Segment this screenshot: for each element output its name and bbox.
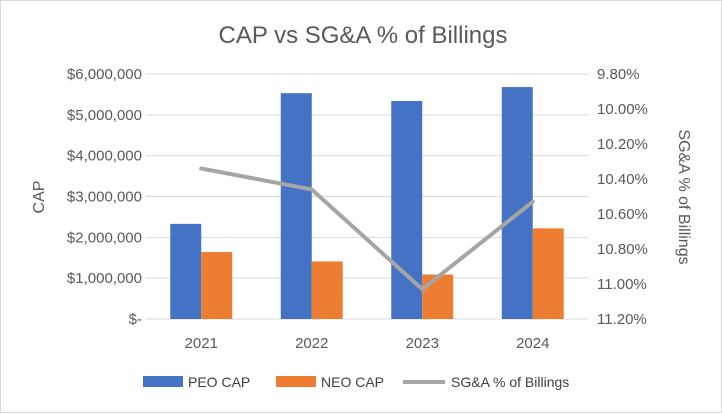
legend-label: NEO CAP: [321, 374, 384, 390]
bar-neo-cap-2021: [201, 252, 233, 319]
bar-peo-cap-2024: [501, 87, 533, 319]
bars: [170, 87, 564, 319]
legend-label: PEO CAP: [188, 374, 250, 390]
y-axis-right-title: SG&A % of Billings: [675, 129, 692, 264]
y-tick-label: $2,000,000: [67, 229, 142, 246]
legend-swatch: [143, 376, 183, 387]
x-tick-label: 2024: [516, 335, 549, 352]
legend-swatch: [276, 376, 316, 387]
y2-tick-label: 10.00%: [597, 101, 648, 118]
x-tick-label: 2022: [295, 335, 328, 352]
y2-tick-label: 11.00%: [597, 276, 647, 293]
line-series: [199, 166, 535, 292]
legend-label: SG&A % of Billings: [451, 374, 569, 390]
legend: PEO CAP NEO CAP SG&A % of Billings: [143, 374, 569, 390]
line-sga-pct-billings: [199, 166, 535, 292]
y-axis-left-title: CAP: [31, 181, 48, 214]
y2-tick-label: 10.20%: [597, 136, 648, 153]
x-axis-ticks: 2021 2022 2023 2024: [185, 335, 550, 352]
y-tick-label: $6,000,000: [67, 66, 142, 83]
y2-tick-label: 11.20%: [597, 311, 647, 328]
bar-neo-cap-2022: [311, 261, 343, 319]
chart-title: CAP vs SG&A % of Billings: [218, 22, 507, 49]
bar-neo-cap-2024: [532, 228, 564, 319]
y-tick-label: $-: [129, 311, 142, 328]
y2-tick-label: 10.40%: [597, 171, 648, 188]
y-tick-label: $4,000,000: [67, 148, 142, 165]
y2-tick-label: 10.80%: [597, 241, 648, 258]
y2-tick-label: 10.60%: [597, 206, 648, 223]
x-tick-label: 2021: [185, 335, 218, 352]
x-tick-label: 2023: [406, 335, 439, 352]
bar-neo-cap-2023: [422, 274, 454, 319]
y-tick-label: $3,000,000: [67, 189, 142, 206]
y2-tick-label: 9.80%: [597, 66, 640, 83]
y-tick-label: $5,000,000: [67, 107, 142, 124]
y-axis-left-ticks: $- $1,000,000 $2,000,000 $3,000,000 $4,000,0…: [67, 66, 142, 328]
y-tick-label: $1,000,000: [67, 270, 142, 287]
bar-peo-cap-2021: [170, 223, 202, 319]
y-axis-right-ticks: 9.80% 10.00% 10.20% 10.40% 10.60% 10.80% 11.00…: [597, 66, 648, 328]
bar-peo-cap-2022: [280, 93, 312, 319]
